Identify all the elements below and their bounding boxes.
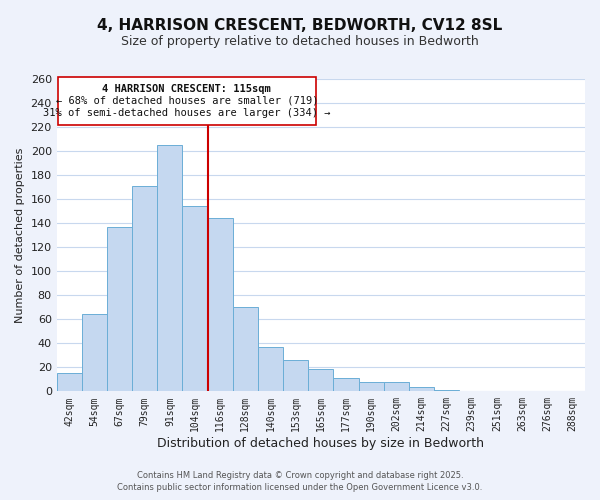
Bar bbox=[157, 145, 182, 392]
Bar bbox=[208, 218, 233, 392]
Text: 4 HARRISON CRESCENT: 115sqm: 4 HARRISON CRESCENT: 115sqm bbox=[103, 84, 271, 94]
Bar bbox=[82, 314, 107, 392]
Text: Contains HM Land Registry data © Crown copyright and database right 2025.: Contains HM Land Registry data © Crown c… bbox=[137, 471, 463, 480]
Bar bbox=[334, 378, 359, 392]
Bar bbox=[283, 360, 308, 392]
Bar bbox=[434, 390, 459, 392]
Text: 4, HARRISON CRESCENT, BEDWORTH, CV12 8SL: 4, HARRISON CRESCENT, BEDWORTH, CV12 8SL bbox=[97, 18, 503, 32]
Text: Size of property relative to detached houses in Bedworth: Size of property relative to detached ho… bbox=[121, 35, 479, 48]
Text: 31% of semi-detached houses are larger (334) →: 31% of semi-detached houses are larger (… bbox=[43, 108, 331, 118]
Bar bbox=[384, 382, 409, 392]
Text: ← 68% of detached houses are smaller (719): ← 68% of detached houses are smaller (71… bbox=[56, 96, 318, 106]
Bar bbox=[258, 347, 283, 392]
X-axis label: Distribution of detached houses by size in Bedworth: Distribution of detached houses by size … bbox=[157, 437, 484, 450]
Bar bbox=[182, 206, 208, 392]
Bar bbox=[56, 374, 82, 392]
Bar bbox=[132, 186, 157, 392]
Bar bbox=[233, 307, 258, 392]
Bar bbox=[107, 227, 132, 392]
Bar bbox=[409, 386, 434, 392]
Bar bbox=[308, 368, 334, 392]
Bar bbox=[359, 382, 384, 392]
FancyBboxPatch shape bbox=[58, 76, 316, 124]
Y-axis label: Number of detached properties: Number of detached properties bbox=[15, 148, 25, 323]
Text: Contains public sector information licensed under the Open Government Licence v3: Contains public sector information licen… bbox=[118, 484, 482, 492]
